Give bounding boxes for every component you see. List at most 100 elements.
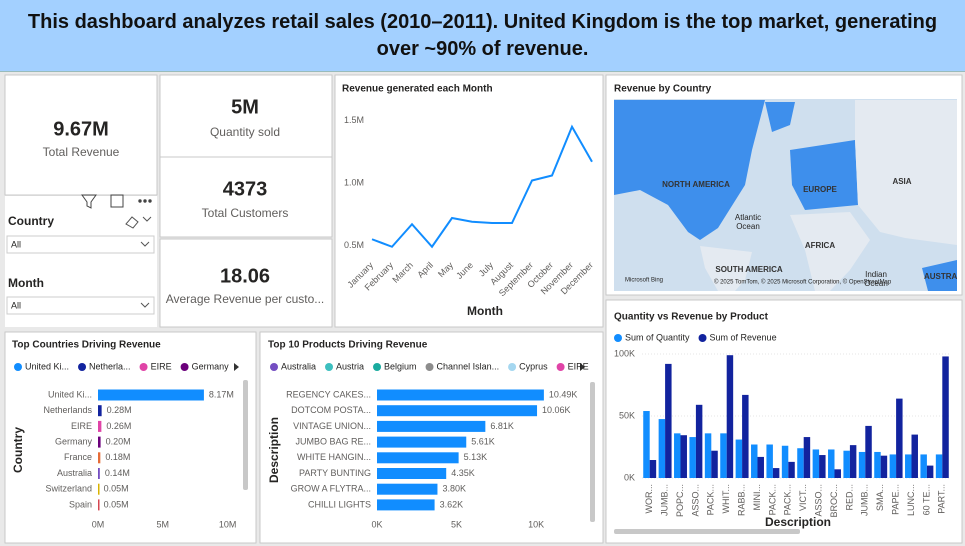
bar: [665, 363, 672, 478]
dropdown-chevron[interactable]: [140, 241, 150, 247]
map-attribution: © 2025 TomTom, © 2025 Microsoft Corporat…: [714, 279, 892, 286]
bar: [98, 468, 100, 479]
slicer-selection[interactable]: All: [11, 239, 21, 249]
x-tick-label: RED...: [844, 484, 854, 511]
more-icon[interactable]: [143, 199, 147, 203]
legend-label: Australia: [281, 361, 316, 371]
y-tick-label: Germany: [55, 436, 93, 446]
data-label: 0.26M: [106, 421, 131, 431]
x-tick-label: JUMB...: [860, 484, 870, 516]
map-label: Indian: [865, 270, 887, 279]
bar: [766, 444, 773, 478]
more-icon[interactable]: [138, 199, 142, 203]
bar: [726, 355, 734, 478]
kpi-value: 18.06: [220, 265, 270, 287]
x-tick-label: 5M: [157, 519, 170, 529]
data-label: 0.14M: [105, 468, 130, 478]
bar: [751, 444, 758, 478]
bar: [920, 454, 927, 478]
bar: [843, 450, 850, 478]
bar: [742, 394, 749, 478]
bar: [98, 483, 100, 495]
focus-icon[interactable]: [110, 194, 124, 208]
bar: [935, 454, 943, 478]
y-tick-label: JUMBO BAG RE...: [295, 436, 371, 446]
x-tick-label: WOR...: [644, 484, 654, 514]
bar: [788, 461, 795, 478]
legend-swatch: [373, 363, 382, 371]
region: [855, 100, 957, 245]
filter-icon[interactable]: [81, 194, 97, 209]
bar: [704, 433, 712, 478]
slicer-selection[interactable]: All: [11, 300, 21, 310]
slicer-dropdown[interactable]: [6, 235, 155, 254]
legend-swatch: [425, 363, 434, 371]
eraser-icon[interactable]: [125, 216, 152, 229]
map-label: AUSTRA: [924, 272, 958, 281]
scrollbar[interactable]: [614, 529, 800, 534]
bar: [649, 460, 657, 478]
kpi-card: [4, 74, 158, 196]
bar: [797, 448, 804, 478]
data-label: 3.80K: [442, 484, 466, 494]
x-tick-label: PAPE...: [890, 484, 900, 515]
y-tick-label: 50K: [619, 410, 635, 420]
panel: [605, 299, 963, 544]
y-tick-label: 100K: [614, 348, 635, 358]
header-title: This dashboard analyzes retail sales (20…: [0, 0, 965, 72]
region: [790, 212, 870, 291]
data-label: 0.28M: [107, 405, 132, 415]
kpi-value: 5M: [231, 96, 259, 118]
chart-title: Top 10 Products Driving Revenue: [268, 340, 428, 351]
x-tick-label: LUNC...: [906, 484, 916, 516]
data-label: 5.13K: [464, 452, 488, 462]
data-label: 0.05M: [104, 484, 129, 494]
x-tick-label: POPC...: [675, 484, 685, 517]
bar: [377, 483, 438, 495]
x-tick-label: ASSO...: [813, 484, 823, 517]
panel: [4, 331, 257, 544]
data-label: 10.06K: [542, 405, 571, 415]
visual-header-icons[interactable]: [81, 194, 152, 209]
bar: [757, 456, 764, 478]
legend-label: Channel Islan...: [437, 361, 500, 371]
y-tick-label: 1.5M: [344, 115, 364, 125]
legend-label: United Ki...: [25, 361, 69, 371]
bar: [781, 445, 789, 478]
bar: [377, 468, 447, 479]
map[interactable]: NORTH AMERICA EUROPE ASIA Atlantic Ocean…: [614, 99, 958, 291]
scrollbar[interactable]: [590, 382, 595, 522]
x-tick-label: PACK...: [706, 484, 716, 515]
map-label: SOUTH AMERICA: [715, 265, 782, 274]
x-tick-label: MINI...: [752, 484, 762, 511]
data-label: 10.49K: [549, 389, 578, 399]
kpi-label: Quantity sold: [210, 125, 280, 139]
x-tick-label: VICT...: [798, 484, 808, 511]
x-tick-label: 60 TE...: [921, 484, 931, 515]
slicer-title: Country: [8, 214, 54, 228]
kpi-label: Total Revenue: [43, 145, 120, 159]
legend-label: EIRE: [151, 361, 172, 371]
legend-swatch: [614, 334, 622, 342]
slicer-dropdown[interactable]: [6, 296, 155, 315]
map-label: ASIA: [892, 177, 911, 186]
bar: [858, 451, 866, 478]
kpi-card: [159, 238, 333, 328]
scrollbar[interactable]: [243, 380, 248, 490]
map-label: Ocean: [864, 279, 888, 288]
dropdown-chevron[interactable]: [140, 302, 150, 308]
x-tick-label: 10K: [528, 519, 544, 529]
data-label: 6.81K: [490, 421, 514, 431]
panel: [334, 74, 604, 328]
x-tick-label: PACK...: [767, 484, 777, 515]
bar: [911, 434, 918, 478]
region: [790, 140, 858, 210]
bar: [689, 437, 696, 478]
more-icon[interactable]: [148, 199, 152, 203]
legend-label: EIRE: [568, 361, 589, 371]
y-tick-label: REGENCY CAKES...: [286, 389, 371, 399]
legend-next[interactable]: [580, 363, 585, 371]
legend-next[interactable]: [234, 363, 239, 371]
bar: [889, 454, 897, 478]
